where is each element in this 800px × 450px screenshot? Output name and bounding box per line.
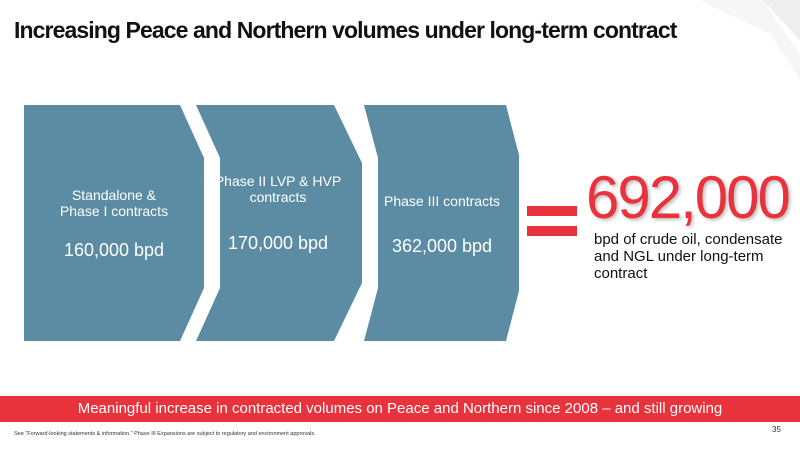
total-volume: 692,000 [586, 164, 791, 231]
footnote: See "Forward-looking statements & inform… [14, 431, 316, 437]
chevron-3-value: 362,000 bpd [391, 236, 493, 256]
chevron-3-label: Phase III contracts [384, 193, 500, 209]
page-number: 35 [772, 425, 781, 434]
chevron-1-value: 160,000 bpd [63, 240, 165, 260]
total-volume-description: bpd of crude oil, condensate and NGL und… [594, 231, 783, 282]
chevron-2-label: Phase II LVP & HVP contracts [214, 173, 342, 205]
chevron-2-value: 170,000 bpd [227, 233, 329, 253]
equals-icon [527, 206, 577, 238]
slide-title: Increasing Peace and Northern volumes un… [14, 17, 677, 43]
summary-banner: Meaningful increase in contracted volume… [0, 396, 800, 422]
chevron-1-label: Standalone & Phase I contracts [59, 187, 169, 219]
